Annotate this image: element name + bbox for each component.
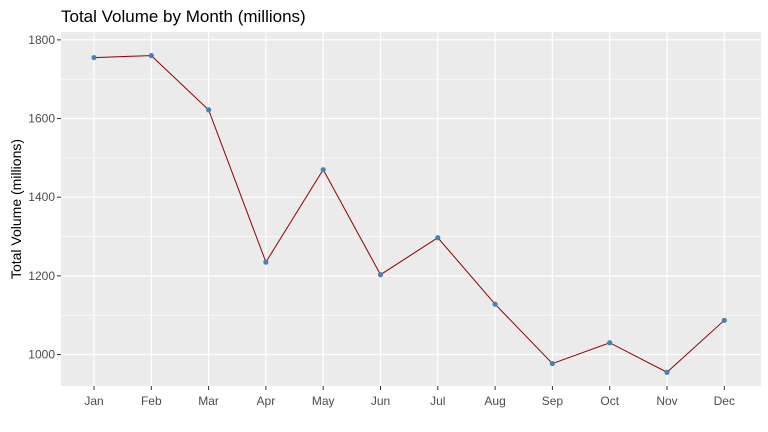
x-tick-label: Dec	[714, 394, 735, 408]
plot-panel	[61, 32, 761, 386]
x-tick-label: Aug	[484, 394, 505, 408]
y-tick-label: 1200	[28, 269, 55, 283]
data-point	[607, 340, 613, 346]
series-points	[91, 53, 727, 375]
x-tick-label: Oct	[600, 394, 619, 408]
y-tick-label: 1600	[28, 112, 55, 126]
x-tick-label: Jul	[430, 394, 445, 408]
data-point	[206, 107, 212, 113]
data-point	[91, 54, 97, 61]
y-tick-label: 1000	[28, 348, 55, 362]
x-tick-label: Apr	[257, 394, 276, 408]
y-tick-label: 1800	[28, 33, 55, 47]
series-lines	[93, 55, 725, 373]
x-tick-label: Jun	[371, 394, 390, 408]
x-tick-label: Nov	[656, 394, 677, 408]
x-tick-label: Jan	[84, 394, 103, 408]
data-point	[721, 317, 727, 323]
series-line	[93, 55, 725, 373]
data-point	[492, 301, 498, 307]
y-axis: 1000 1200 1400 1600 1800	[28, 33, 61, 362]
data-point	[664, 369, 670, 375]
data-point	[263, 259, 269, 265]
data-point	[320, 167, 326, 173]
major-gridlines	[61, 32, 761, 386]
chart-title: Total Volume by Month (millions)	[61, 7, 306, 26]
data-point	[377, 272, 384, 278]
x-tick-label: Sep	[542, 394, 564, 408]
data-point	[435, 235, 441, 241]
data-point	[549, 360, 556, 367]
x-tick-label: Mar	[198, 394, 219, 408]
x-axis: Jan Feb Mar Apr May Jun Jul Aug Sep Oct Nov Dec	[84, 386, 735, 408]
data-point	[148, 53, 154, 59]
x-tick-label: Feb	[141, 394, 162, 408]
minor-gridlines	[61, 78, 761, 316]
x-tick-label: May	[312, 394, 335, 408]
y-axis-title: Total Volume (millions)	[8, 139, 24, 279]
y-tick-label: 1400	[28, 190, 55, 204]
